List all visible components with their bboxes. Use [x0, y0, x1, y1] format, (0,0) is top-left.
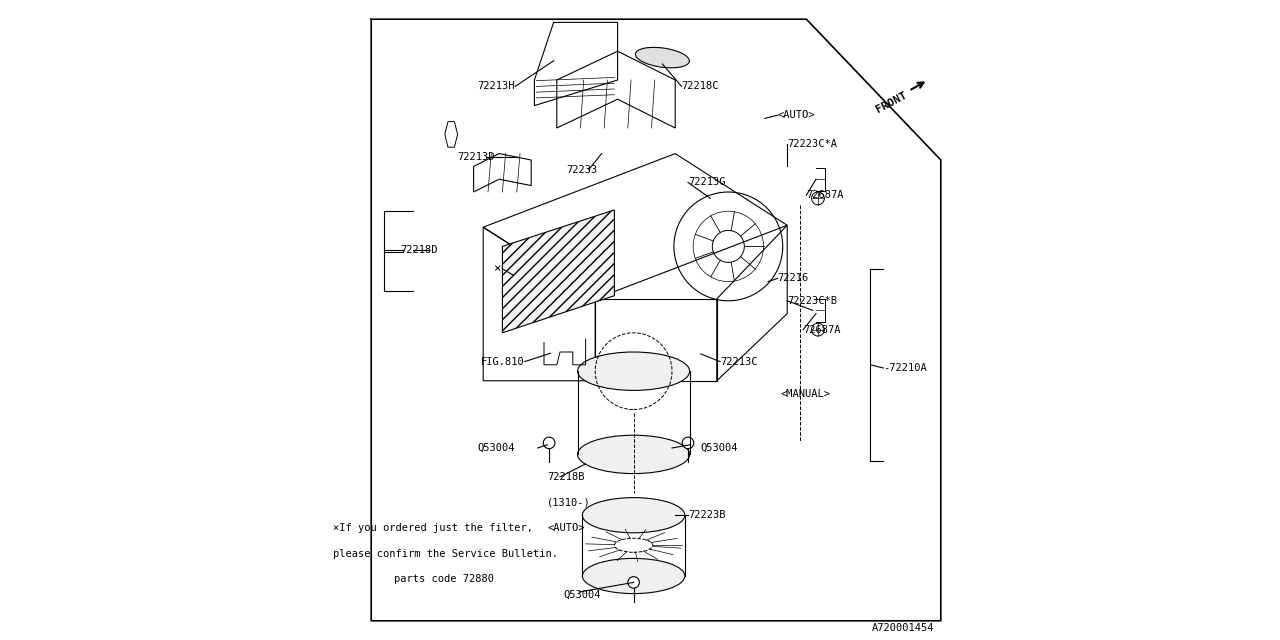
Text: 72213H: 72213H: [477, 81, 516, 92]
Text: 72687A: 72687A: [806, 190, 844, 200]
Text: 72233: 72233: [566, 164, 598, 175]
Ellipse shape: [577, 435, 690, 474]
Text: 72223C*A: 72223C*A: [787, 139, 837, 149]
Circle shape: [682, 437, 694, 449]
Text: 72218B: 72218B: [548, 472, 585, 482]
Text: ×If you ordered just the filter,: ×If you ordered just the filter,: [333, 523, 532, 533]
Text: 72218C: 72218C: [681, 81, 719, 92]
Text: 72213C: 72213C: [719, 356, 758, 367]
Text: <AUTO>: <AUTO>: [777, 110, 815, 120]
Text: parts code 72880: parts code 72880: [394, 574, 494, 584]
Text: FRONT: FRONT: [874, 90, 909, 115]
Text: Q53004: Q53004: [563, 590, 600, 600]
Text: <MANUAL>: <MANUAL>: [781, 388, 831, 399]
Text: 72218D: 72218D: [399, 244, 438, 255]
Text: ×: ×: [493, 262, 500, 275]
Text: A720001454: A720001454: [872, 623, 934, 634]
Text: 72213G: 72213G: [689, 177, 726, 188]
Text: <AUTO>: <AUTO>: [548, 523, 585, 533]
Text: (1310-): (1310-): [548, 497, 591, 508]
Circle shape: [544, 437, 556, 449]
Text: FIG.810: FIG.810: [481, 356, 525, 367]
Ellipse shape: [582, 498, 685, 532]
Text: Q53004: Q53004: [477, 443, 516, 453]
Text: 72223B: 72223B: [689, 510, 726, 520]
Text: 72687A: 72687A: [804, 324, 841, 335]
Text: Q53004: Q53004: [701, 443, 739, 453]
Ellipse shape: [577, 352, 690, 390]
Text: -72210A: -72210A: [883, 363, 927, 373]
Circle shape: [628, 577, 640, 588]
Text: 72223C*B: 72223C*B: [787, 296, 837, 306]
Text: 72216: 72216: [777, 273, 809, 284]
Text: please confirm the Service Bulletin.: please confirm the Service Bulletin.: [333, 548, 558, 559]
Ellipse shape: [582, 558, 685, 594]
Polygon shape: [502, 210, 614, 333]
Text: 72213D: 72213D: [458, 152, 495, 162]
Ellipse shape: [635, 47, 690, 68]
